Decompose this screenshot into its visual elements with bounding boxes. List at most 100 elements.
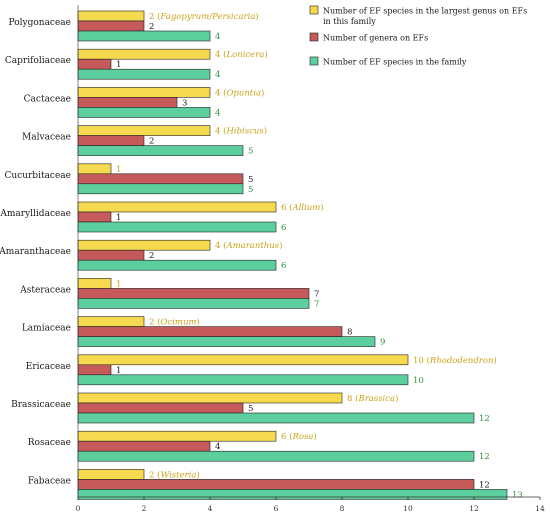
category-label-amaryllidaceae: Amaryllidaceae bbox=[0, 209, 71, 219]
data-label-cactaceae-series-1: 4 (Opuntia) bbox=[215, 87, 264, 98]
bar-fabaceae-series-1 bbox=[77, 469, 145, 480]
data-label-fabaceae-series-2: 12 bbox=[479, 480, 490, 490]
legend-label-series-2: Number of genera on EFs bbox=[323, 34, 428, 43]
data-label-lamiaceae-series-1: 2 (Ocimum) bbox=[149, 317, 200, 328]
x-tick-label-8: 8 bbox=[340, 504, 345, 513]
data-label-lamiaceae-series-2: 8 bbox=[347, 328, 352, 338]
bar-asteraceae-series-1 bbox=[77, 278, 112, 289]
bar-rosaceae-series-2 bbox=[77, 440, 211, 452]
data-label-amaryllidaceae-series-1: 6 (Allium) bbox=[281, 202, 324, 213]
data-label-fabaceae-series-1: 2 (Wisteria) bbox=[149, 469, 200, 480]
data-label-caprifoliaceae-series-2: 1 bbox=[116, 60, 121, 70]
bar-rosaceae-series-3 bbox=[77, 450, 475, 462]
bar-cactaceae-series-3 bbox=[77, 107, 211, 118]
data-label-cactaceae-series-2: 3 bbox=[182, 98, 187, 108]
value-labels-layer: 2 (Fagopyrum/Persicaria)244 (Lonicera)14… bbox=[116, 11, 523, 500]
data-label-malvaceae-series-3: 5 bbox=[248, 147, 253, 157]
bar-polygonaceae-series-1 bbox=[77, 10, 145, 22]
x-tick-label-10: 10 bbox=[403, 504, 413, 513]
legend-swatch-series-3 bbox=[309, 56, 319, 66]
data-label-ericaceae-series-3: 10 bbox=[413, 376, 424, 386]
data-label-asteraceae-series-3: 7 bbox=[314, 299, 319, 309]
bar-cucurbitaceae-series-1 bbox=[77, 163, 112, 175]
bar-asteraceae-series-3 bbox=[77, 298, 310, 309]
data-label-caprifoliaceae-series-3: 4 bbox=[215, 70, 220, 80]
bar-amaryllidaceae-series-1 bbox=[77, 201, 277, 213]
x-tick-label-0: 0 bbox=[76, 504, 81, 513]
category-label-cucurbitaceae: Cucurbitaceae bbox=[4, 171, 71, 181]
legend-swatch-series-1 bbox=[309, 5, 319, 15]
bar-asteraceae-series-2 bbox=[77, 288, 310, 299]
category-label-malvaceae: Malvaceae bbox=[22, 133, 71, 143]
bar-caprifoliaceae-series-2 bbox=[77, 58, 112, 70]
bar-amaranthaceae-series-1 bbox=[77, 239, 211, 251]
x-tick-label-4: 4 bbox=[208, 504, 213, 513]
category-label-cactaceae: Cactaceae bbox=[24, 94, 71, 104]
bar-brassicaceae-series-2 bbox=[77, 402, 244, 414]
bars-layer bbox=[77, 10, 508, 500]
bar-cucurbitaceae-series-3 bbox=[77, 183, 244, 195]
bar-lamiaceae-series-2 bbox=[77, 326, 343, 337]
legend-swatch-series-2 bbox=[309, 32, 319, 42]
category-label-brassicaceae: Brassicaceae bbox=[11, 400, 71, 410]
data-label-malvaceae-series-1: 4 (Hibiscus) bbox=[215, 126, 267, 137]
bar-polygonaceae-series-3 bbox=[77, 30, 211, 42]
bar-rosaceae-series-1 bbox=[77, 430, 277, 442]
data-label-amaryllidaceae-series-2: 1 bbox=[116, 213, 121, 223]
bar-ericaceae-series-1 bbox=[77, 354, 409, 366]
data-label-asteraceae-series-2: 7 bbox=[314, 289, 319, 299]
category-label-amaranthaceae: Amaranthaceae bbox=[0, 247, 71, 257]
bar-cactaceae-series-2 bbox=[77, 97, 178, 108]
bar-brassicaceae-series-3 bbox=[77, 412, 475, 424]
data-label-amaryllidaceae-series-3: 6 bbox=[281, 223, 286, 233]
bar-malvaceae-series-3 bbox=[77, 145, 244, 156]
data-label-polygonaceae-series-2: 2 bbox=[149, 22, 154, 32]
data-label-ericaceae-series-1: 10 (Rhododendron) bbox=[413, 355, 497, 366]
data-label-asteraceae-series-1: 1 bbox=[116, 279, 121, 289]
data-label-cucurbitaceae-series-1: 1 bbox=[116, 165, 121, 175]
x-tick-label-2: 2 bbox=[142, 504, 147, 513]
data-label-cactaceae-series-3: 4 bbox=[215, 108, 220, 118]
category-label-ericaceae: Ericaceae bbox=[26, 362, 71, 372]
bar-fabaceae-series-2 bbox=[77, 479, 475, 490]
bar-amaranthaceae-series-2 bbox=[77, 249, 145, 261]
category-label-fabaceae: Fabaceae bbox=[28, 476, 71, 486]
data-label-polygonaceae-series-1: 2 (Fagopyrum/Persicaria) bbox=[149, 11, 259, 22]
category-label-asteraceae: Asteraceae bbox=[19, 285, 71, 295]
category-label-caprifoliaceae: Caprifoliaceae bbox=[5, 56, 71, 66]
data-label-rosaceae-series-3: 12 bbox=[479, 452, 490, 462]
x-tick-label-6: 6 bbox=[274, 504, 279, 513]
x-tick-label-14: 14 bbox=[535, 504, 545, 513]
bar-polygonaceae-series-2 bbox=[77, 20, 145, 32]
legend-label-series-1: Number of EF species in the largest genu… bbox=[323, 7, 527, 27]
data-label-amaranthaceae-series-1: 4 (Amaranthus) bbox=[215, 240, 282, 251]
bar-malvaceae-series-1 bbox=[77, 125, 211, 136]
data-label-caprifoliaceae-series-1: 4 (Lonicera) bbox=[215, 49, 268, 60]
data-label-amaranthaceae-series-2: 2 bbox=[149, 251, 154, 261]
data-label-rosaceae-series-1: 6 (Rosa) bbox=[281, 431, 317, 442]
data-label-rosaceae-series-2: 4 bbox=[215, 442, 220, 452]
x-tick-label-12: 12 bbox=[469, 504, 479, 513]
bar-amaryllidaceae-series-2 bbox=[77, 211, 112, 223]
bar-lamiaceae-series-3 bbox=[77, 336, 376, 347]
data-label-fabaceae-series-3: 13 bbox=[512, 490, 523, 500]
bar-cucurbitaceae-series-2 bbox=[77, 173, 244, 185]
data-label-cucurbitaceae-series-3: 5 bbox=[248, 185, 253, 195]
bar-ericaceae-series-2 bbox=[77, 364, 112, 376]
bar-brassicaceae-series-1 bbox=[77, 392, 343, 404]
category-label-rosaceae: Rosaceae bbox=[28, 438, 71, 448]
bar-cactaceae-series-1 bbox=[77, 87, 211, 98]
data-label-brassicaceae-series-1: 8 (Brassica) bbox=[347, 393, 398, 404]
category-label-lamiaceae: Lamiaceae bbox=[22, 324, 71, 334]
bar-fabaceae-series-3 bbox=[77, 489, 508, 500]
bar-lamiaceae-series-1 bbox=[77, 316, 145, 327]
data-label-ericaceae-series-2: 1 bbox=[116, 366, 121, 376]
data-label-lamiaceae-series-3: 9 bbox=[380, 338, 385, 348]
bar-caprifoliaceae-series-3 bbox=[77, 68, 211, 80]
legend: Number of EF species in the largest genu… bbox=[309, 5, 527, 67]
data-label-brassicaceae-series-3: 12 bbox=[479, 414, 490, 424]
bar-malvaceae-series-2 bbox=[77, 135, 145, 146]
bar-amaryllidaceae-series-3 bbox=[77, 221, 277, 233]
data-label-polygonaceae-series-3: 4 bbox=[215, 32, 220, 42]
